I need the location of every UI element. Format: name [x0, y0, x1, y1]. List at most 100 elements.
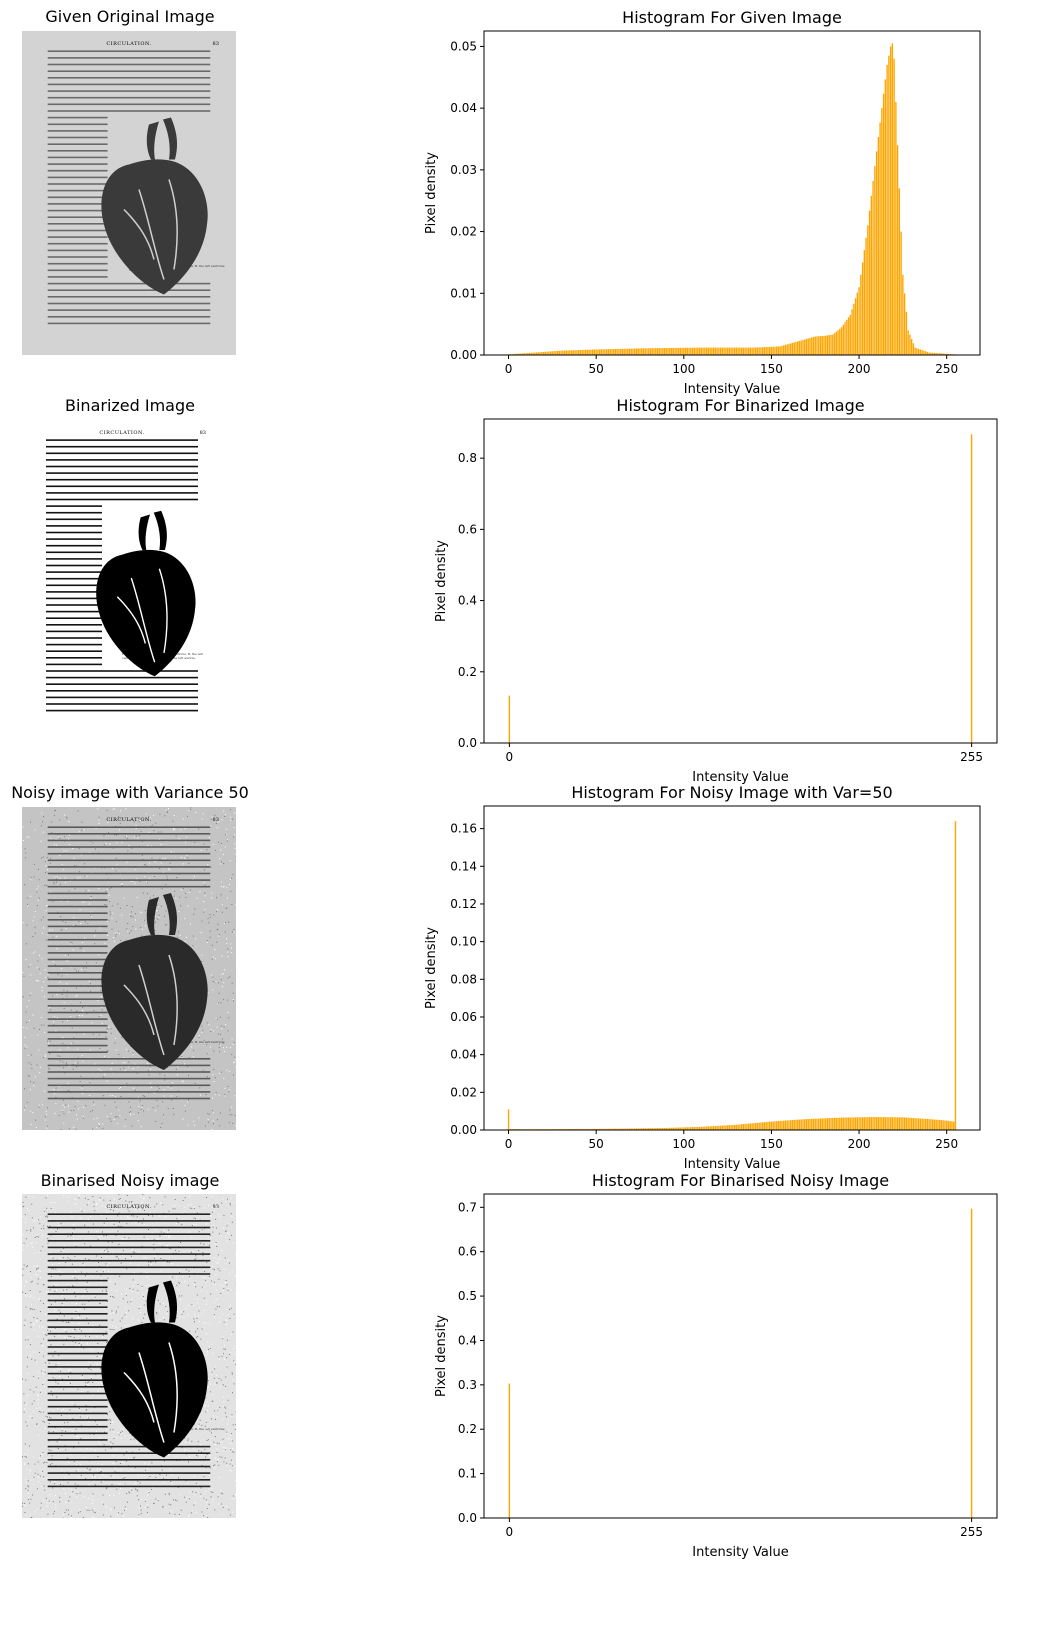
speckle	[235, 1275, 236, 1277]
text-line	[47, 1352, 108, 1355]
speckle	[33, 1227, 34, 1229]
speckle	[140, 820, 141, 822]
histogram-bar	[819, 336, 822, 355]
speckle	[29, 1415, 31, 1417]
histogram-bar	[577, 1128, 580, 1130]
text-line	[47, 1273, 211, 1275]
text-line	[47, 945, 108, 948]
speckle	[63, 850, 65, 852]
speckle	[125, 808, 127, 810]
speckle	[61, 975, 63, 977]
speckle	[103, 1444, 105, 1446]
speckle	[38, 1476, 39, 1478]
speckle	[68, 843, 70, 845]
speckle	[211, 1432, 212, 1434]
histogram-bar	[726, 347, 729, 355]
speckle	[38, 1476, 40, 1478]
speckle	[230, 1234, 232, 1236]
histogram-bar	[583, 1128, 585, 1130]
speckle	[232, 874, 234, 876]
speckle	[146, 1468, 148, 1470]
speckle	[35, 1320, 37, 1322]
speckle	[87, 1343, 89, 1345]
text-line	[47, 1392, 108, 1395]
speckle	[212, 956, 214, 958]
speckle	[108, 895, 110, 897]
speckle	[191, 1510, 193, 1512]
speckle	[63, 869, 65, 871]
histogram-bar	[630, 348, 632, 355]
speckle	[97, 1352, 99, 1354]
speckle	[218, 821, 220, 823]
histogram-bar	[635, 348, 638, 355]
speckle	[96, 1204, 98, 1206]
y-tick-label: 0.6	[458, 1245, 477, 1259]
speckle	[132, 1067, 134, 1069]
speckle	[200, 1493, 202, 1495]
speckle	[235, 1066, 236, 1068]
speckle	[139, 1100, 141, 1102]
speckle	[40, 1276, 42, 1278]
histogram-bar	[698, 1126, 701, 1130]
y-axis-label: Pixel density	[424, 927, 439, 1009]
speckle	[73, 916, 75, 918]
text-line	[46, 531, 102, 534]
speckle	[170, 851, 172, 853]
speckle	[58, 1438, 60, 1440]
speckle	[53, 1376, 55, 1378]
histogram-bar	[917, 1118, 920, 1130]
histogram-bar	[508, 1383, 511, 1518]
speckle	[33, 916, 35, 918]
binarized-book-page-image: CIRCULATION. 83 Fig. 36.—The Heart: A, t…	[22, 420, 222, 742]
histogram-bar	[895, 1117, 897, 1130]
x-tick-label: 0	[506, 750, 514, 764]
text-line	[47, 998, 108, 1000]
speckle	[27, 897, 29, 899]
histogram-bar	[535, 352, 538, 355]
histogram-bar	[634, 348, 636, 355]
speckle	[231, 1462, 233, 1463]
histogram-bar	[721, 1125, 724, 1130]
speckle	[42, 1284, 44, 1286]
speckle	[55, 838, 57, 840]
speckle	[113, 1437, 115, 1439]
histogram-bar	[597, 1128, 599, 1130]
speckle	[33, 876, 35, 878]
speckle	[43, 1462, 45, 1464]
speckle	[153, 1244, 155, 1246]
speckle	[28, 966, 30, 968]
speckle	[80, 969, 82, 970]
speckle	[226, 1225, 228, 1227]
speckle	[83, 1300, 85, 1302]
speckle	[111, 1319, 113, 1321]
speckle	[162, 871, 164, 873]
speckle	[210, 1442, 212, 1444]
speckle	[195, 1218, 196, 1220]
speckle	[124, 1070, 126, 1072]
speckle	[213, 1210, 215, 1212]
speckle	[97, 1343, 99, 1344]
speckle	[48, 1288, 50, 1290]
histogram-bar	[658, 348, 660, 355]
speckle	[197, 1441, 199, 1443]
histogram-bar	[746, 1123, 748, 1130]
histogram-bar	[551, 351, 554, 355]
speckle	[25, 1238, 27, 1240]
speckle	[234, 812, 236, 814]
speckle	[223, 1401, 225, 1402]
speckle	[42, 831, 44, 833]
speckle	[66, 973, 68, 975]
speckle	[33, 1476, 35, 1478]
speckle	[225, 1236, 227, 1238]
speckle	[133, 821, 135, 823]
text-line	[47, 282, 211, 285]
bars	[507, 821, 957, 1130]
speckle	[82, 1517, 84, 1518]
speckle	[125, 1293, 127, 1295]
histogram-bar	[735, 347, 738, 355]
speckle	[54, 1483, 55, 1485]
speckle	[90, 1468, 92, 1470]
speckle	[86, 1409, 88, 1411]
speckle	[227, 1011, 229, 1013]
speckle	[156, 1203, 158, 1205]
